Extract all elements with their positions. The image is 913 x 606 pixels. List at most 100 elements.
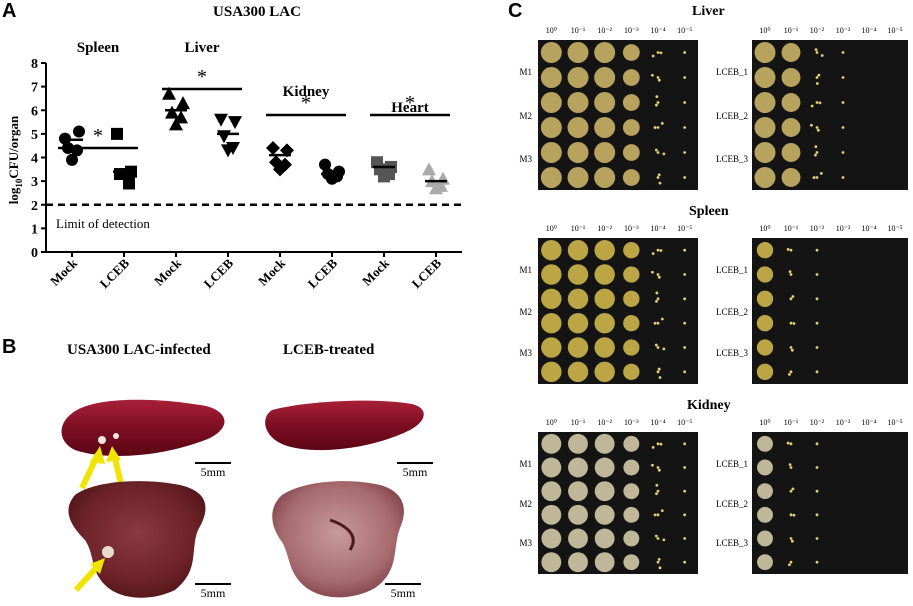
colony-spot [622, 69, 640, 86]
organ-label: Spleen [77, 40, 120, 56]
colony-spot [791, 487, 795, 491]
colony-spot [683, 151, 687, 154]
chart-axes: 0 1 2 3 4 5 6 7 8 Limit of detection Mock LCEB Mock L… [31, 57, 462, 291]
colony-spot [792, 513, 796, 517]
colony-spot [651, 445, 655, 449]
colony-spot [540, 42, 562, 63]
colony-spot [756, 241, 774, 259]
dilution-label: 10⁻² [810, 418, 825, 427]
y-axis-label: log10CFU/organ [6, 115, 24, 204]
lceb-plate-image [752, 238, 908, 384]
colony-spot [819, 171, 823, 175]
colony-spot [655, 291, 659, 295]
plate-images: 10⁰ 10⁻¹ 10⁻² 10⁻³ 10⁻⁴ 10⁻⁵ 10⁰ 10⁻¹ 10⁻² 10⁻³ 10… [519, 26, 908, 574]
significance-star: * [301, 92, 311, 114]
dilution-label: 10⁻¹ [784, 418, 799, 427]
scale-bar: 5mm [195, 583, 231, 601]
colony-spot [658, 181, 662, 185]
dilution-label: 10⁻¹ [784, 26, 799, 35]
colony-spot [656, 442, 660, 446]
colony-spot [660, 509, 664, 513]
colony-spot [683, 489, 687, 493]
dilution-label: 10⁰ [546, 26, 557, 35]
dilution-label: 10⁰ [759, 26, 770, 35]
colony-spot [657, 173, 661, 177]
colony-spot [656, 126, 660, 129]
colony-spot [815, 297, 819, 301]
mock-sample-label: M2 [519, 111, 532, 121]
colony-spot [815, 101, 819, 104]
colony-spot [623, 314, 640, 332]
colony-spot [658, 376, 662, 379]
colony-spot [541, 481, 562, 502]
colony-spot [622, 144, 640, 161]
y-tick-label: 6 [31, 104, 38, 119]
colony-spot [662, 347, 666, 351]
colony-spot [541, 337, 562, 358]
colony-spot [786, 248, 790, 251]
colony-spot [567, 142, 589, 163]
colony-spot [657, 367, 661, 371]
dilution-label: 10⁻⁵ [887, 26, 902, 35]
colony-spot [815, 76, 819, 79]
colony-spot [815, 560, 819, 564]
colony-spot [656, 151, 660, 154]
dilution-label: 10⁻⁵ [887, 224, 902, 233]
dilution-label: 10⁻⁴ [650, 26, 665, 35]
dilution-label: 10⁻¹ [784, 224, 799, 233]
colony-spot [594, 117, 616, 138]
colony-spot [594, 528, 615, 549]
dilution-label: 10⁻⁵ [677, 26, 692, 35]
colony-spot [655, 483, 659, 487]
colony-spot [623, 506, 640, 523]
lceb-sample-label: LCEB_3 [716, 154, 749, 164]
data-point [73, 125, 85, 138]
colony-spot [781, 43, 801, 62]
colony-spot [655, 103, 658, 107]
colony-spot [541, 361, 562, 383]
mock-sample-label: M3 [519, 538, 532, 548]
lceb-sample-label: LCEB_2 [716, 111, 748, 121]
mock-plate-image [538, 238, 698, 384]
scale-bar-label: 5mm [200, 465, 226, 479]
lceb-sample-label: LCEB_3 [716, 538, 749, 548]
colony-spot [815, 537, 819, 540]
data-point [217, 130, 231, 144]
colony-spot [540, 142, 562, 163]
colony-spot [788, 372, 791, 376]
scale-bar: 5mm [397, 462, 433, 480]
colony-spot [660, 121, 664, 125]
panel-label-c: C [508, 0, 523, 22]
y-tick-label: 0 [31, 246, 38, 261]
dilution-label: 10⁻² [810, 224, 825, 233]
colony-spot [659, 51, 663, 55]
data-point [378, 170, 390, 183]
colony-spot [656, 370, 660, 374]
dilution-label: 10⁻² [597, 418, 612, 427]
lceb-sample-label: LCEB_1 [716, 265, 748, 275]
colony-spot [841, 101, 845, 104]
colony-spot [756, 290, 774, 308]
colony-spot [540, 92, 562, 113]
colony-spot [754, 42, 776, 63]
y-tick-label: 7 [31, 81, 38, 96]
colony-spot [656, 466, 660, 469]
scale-bar-label: 5mm [390, 586, 416, 600]
colony-spot [683, 297, 687, 301]
chart-marks: *Spleen*Liver*Kidney *Heart [58, 40, 450, 195]
treated-title: LCEB-treated [283, 342, 375, 358]
colony-spot [786, 441, 790, 445]
treated-spleen-image [265, 400, 424, 451]
organ-label: Liver [185, 40, 220, 56]
colony-spot [540, 67, 562, 88]
colony-spot [541, 457, 562, 478]
abscess-spot [113, 433, 119, 439]
colony-spot [541, 433, 562, 454]
colony-spot [817, 73, 821, 77]
colony-spot [623, 459, 640, 476]
lceb-sample-label: LCEB_2 [716, 307, 748, 317]
colony-spot [789, 560, 793, 564]
colony-spot [567, 264, 589, 285]
colony-spot [623, 241, 640, 259]
dilution-label: 10⁻⁴ [650, 418, 665, 427]
